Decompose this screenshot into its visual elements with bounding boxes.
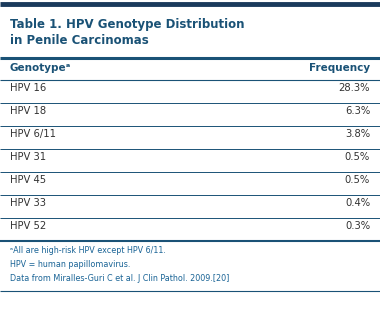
Text: in Penile Carcinomas: in Penile Carcinomas <box>10 34 149 47</box>
Text: Frequency: Frequency <box>309 63 370 73</box>
Text: 3.8%: 3.8% <box>345 129 370 139</box>
Text: HPV 18: HPV 18 <box>10 106 46 116</box>
Text: HPV 31: HPV 31 <box>10 152 46 162</box>
Text: 6.3%: 6.3% <box>345 106 370 116</box>
Text: ᵃAll are high-risk HPV except HPV 6/11.: ᵃAll are high-risk HPV except HPV 6/11. <box>10 246 166 255</box>
Text: Data from Miralles-Guri C et al. J Clin Pathol. 2009.[20]: Data from Miralles-Guri C et al. J Clin … <box>10 274 230 283</box>
Text: 0.4%: 0.4% <box>345 198 370 208</box>
Text: HPV 52: HPV 52 <box>10 221 46 231</box>
Text: HPV = human papillomavirus.: HPV = human papillomavirus. <box>10 260 130 269</box>
Text: Genotypeᵃ: Genotypeᵃ <box>10 63 71 73</box>
Text: HPV 16: HPV 16 <box>10 83 46 93</box>
Text: HPV 6/11: HPV 6/11 <box>10 129 56 139</box>
Text: HPV 33: HPV 33 <box>10 198 46 208</box>
Text: Table 1. HPV Genotype Distribution: Table 1. HPV Genotype Distribution <box>10 18 244 31</box>
Text: HPV 45: HPV 45 <box>10 175 46 185</box>
Text: 0.3%: 0.3% <box>345 221 370 231</box>
Text: 0.5%: 0.5% <box>345 175 370 185</box>
Text: 0.5%: 0.5% <box>345 152 370 162</box>
Text: 28.3%: 28.3% <box>339 83 370 93</box>
